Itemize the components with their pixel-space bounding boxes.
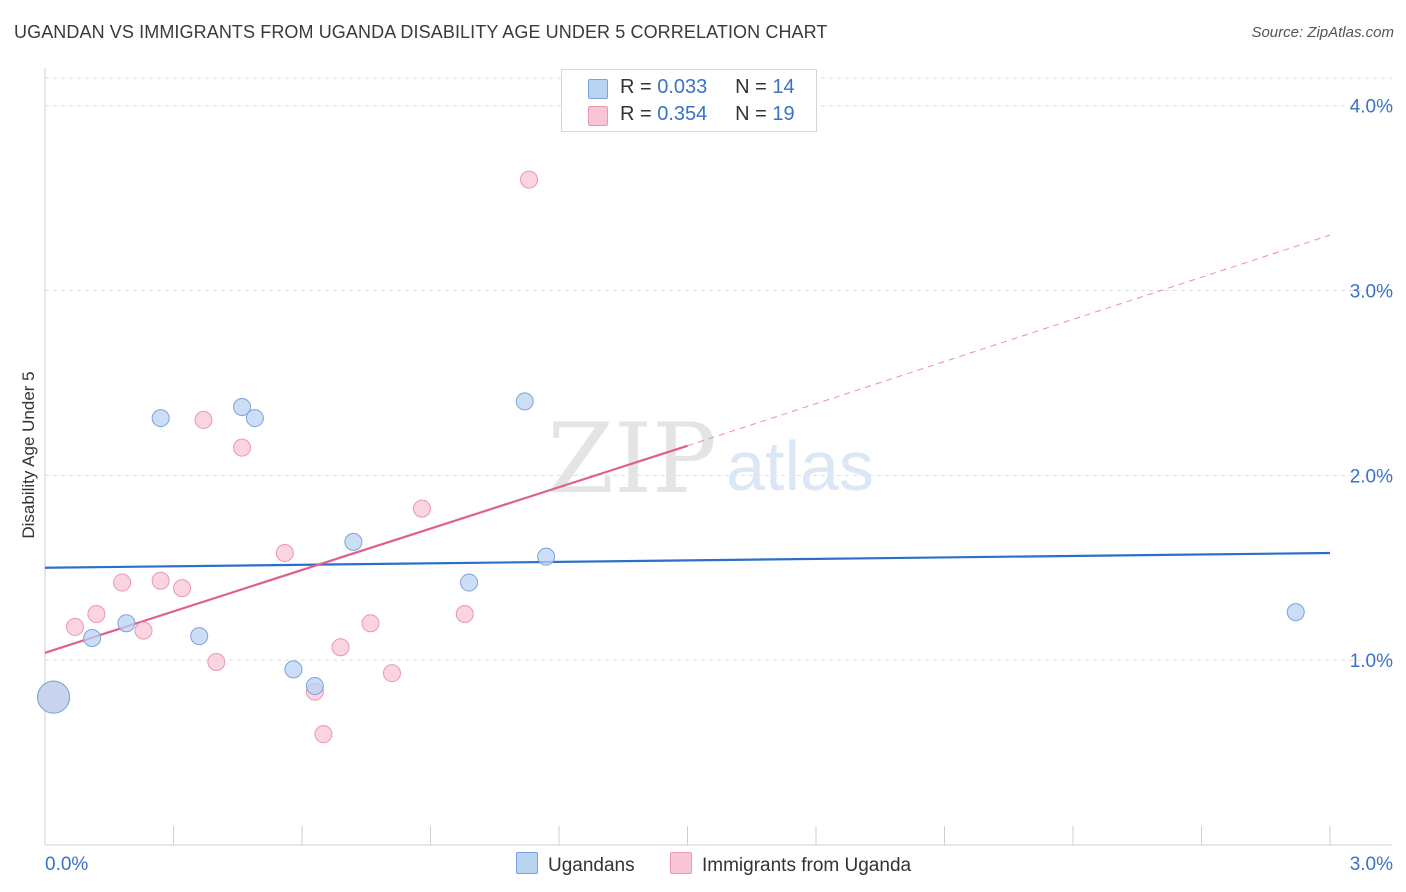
grid-layer — [45, 77, 1392, 661]
legend-r-value: 0.354 — [657, 103, 708, 125]
point-immigrants — [233, 438, 252, 457]
legend-swatch-pink — [588, 106, 608, 126]
stats-legend: R = 0.033 N = 14 R = 0.354 N = 19 — [561, 69, 817, 132]
point-immigrants — [361, 614, 380, 633]
legend-r-label: R = — [620, 76, 652, 98]
point-immigrants — [207, 653, 226, 672]
point-immigrants — [65, 617, 84, 636]
trendline-immigrants — [44, 444, 688, 654]
points-layer — [37, 170, 1305, 744]
y-tick-label: 2.0% — [1350, 466, 1393, 487]
bottom-legend-ugandans: Ugandans — [516, 852, 635, 877]
point-immigrants — [87, 604, 106, 623]
point-ugandans — [1286, 603, 1305, 622]
y-tick-label: 4.0% — [1350, 97, 1393, 118]
legend-swatch-blue — [588, 79, 608, 99]
legend-n-label: N = — [735, 103, 767, 125]
legend-r-label: R = — [620, 103, 652, 125]
y-axis-label: Disability Age Under 5 — [19, 371, 38, 538]
chart-title: UGANDAN VS IMMIGRANTS FROM UGANDA DISABI… — [14, 22, 828, 42]
point-ugandans — [151, 409, 170, 428]
point-ugandans — [190, 627, 209, 646]
point-ugandans — [537, 547, 556, 566]
legend-n-value: 19 — [772, 103, 795, 125]
legend-r-value: 0.033 — [657, 76, 708, 98]
point-ugandans — [117, 614, 136, 633]
bottom-legend-label: Ugandans — [548, 855, 635, 876]
point-ugandans — [305, 677, 324, 696]
trend-layer — [44, 234, 1331, 654]
point-ugandans — [284, 660, 303, 679]
point-ugandans — [37, 680, 71, 714]
point-ugandans — [83, 629, 102, 648]
point-immigrants — [194, 410, 213, 429]
bottom-legend-immigrants: Immigrants from Uganda — [670, 852, 911, 877]
point-ugandans — [245, 409, 264, 428]
point-ugandans — [460, 573, 479, 592]
x-tick-label: 0.0% — [45, 854, 88, 875]
legend-n-value: 14 — [772, 76, 795, 98]
point-immigrants — [134, 621, 153, 640]
point-immigrants — [520, 170, 539, 189]
watermark: ZIP atlas — [547, 403, 874, 515]
watermark-zip: ZIP — [547, 403, 716, 515]
point-immigrants — [331, 638, 350, 657]
x-tick-label: 3.0% — [1350, 854, 1393, 875]
trendline-ugandans — [44, 551, 1331, 569]
bottom-legend-swatch-blue — [516, 852, 538, 874]
point-immigrants — [314, 725, 333, 744]
bottom-legend-label: Immigrants from Uganda — [702, 855, 912, 876]
legend-n-label: N = — [735, 76, 767, 98]
labels-layer: 1.0% 2.0% 3.0% 4.0% 0.0% 3.0% Disability Age U… — [19, 97, 1393, 875]
y-tick-label: 3.0% — [1350, 282, 1393, 303]
point-immigrants — [113, 573, 132, 592]
y-tick-label: 1.0% — [1350, 651, 1393, 672]
point-ugandans — [515, 392, 534, 411]
trendline-immigrants-extension — [687, 234, 1331, 447]
point-immigrants — [455, 604, 474, 623]
source-label: Source: ZipAtlas.com — [1251, 24, 1394, 41]
bottom-legend-swatch-pink — [670, 852, 692, 874]
axis-layer — [44, 68, 1392, 846]
point-immigrants — [382, 664, 401, 683]
point-immigrants — [275, 543, 294, 562]
point-immigrants — [151, 571, 170, 590]
point-ugandans — [233, 397, 252, 416]
watermark-atlas: atlas — [726, 427, 874, 505]
point-immigrants — [412, 499, 431, 518]
point-ugandans — [344, 532, 363, 551]
point-immigrants — [173, 579, 192, 598]
